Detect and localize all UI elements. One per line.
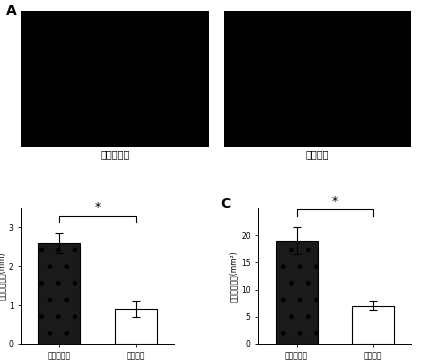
Bar [276, 241, 318, 344]
Y-axis label: 新生血管长度(mm): 新生血管长度(mm) [0, 252, 6, 300]
Text: *: * [95, 201, 101, 214]
Bar [115, 309, 157, 344]
Bar [352, 306, 394, 344]
X-axis label: 滴眼液组: 滴眼液组 [306, 150, 329, 160]
Bar [39, 243, 81, 344]
X-axis label: 生理盐水组: 生理盐水组 [100, 150, 130, 160]
Y-axis label: 新生血管面积(mm²): 新生血管面积(mm²) [229, 250, 238, 302]
Text: *: * [332, 195, 338, 208]
Text: C: C [220, 197, 230, 211]
Text: A: A [6, 4, 17, 18]
